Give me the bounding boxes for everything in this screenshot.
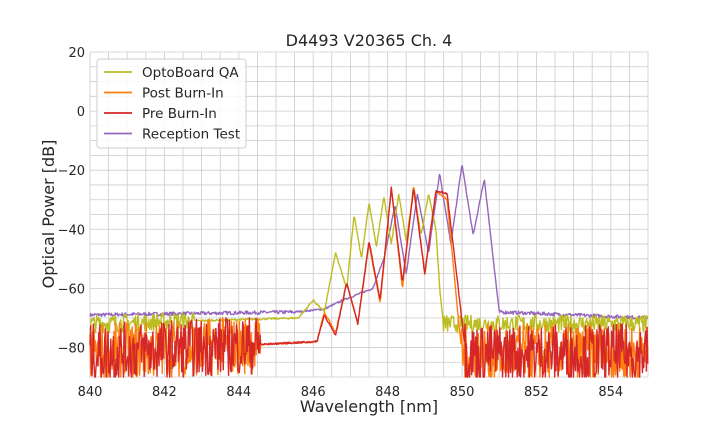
x-tick-label: 854 <box>598 385 623 400</box>
y-tick-label: −80 <box>58 341 85 356</box>
legend-box <box>96 58 247 149</box>
legend: OptoBoard QA Post Burn-In Pre Burn-In Recep… <box>96 58 247 149</box>
x-tick-label: 852 <box>524 385 549 400</box>
legend-entry: Post Burn-In <box>142 86 224 102</box>
series-line <box>89 186 649 378</box>
series-line <box>89 165 649 320</box>
x-tick-label: 842 <box>152 385 177 400</box>
x-axis-label: Wavelength [nm] <box>300 397 438 416</box>
x-tick-label: 844 <box>226 385 251 400</box>
chart-title: D4493 V20365 Ch. 4 <box>286 31 453 50</box>
y-tick-label: 20 <box>68 46 85 61</box>
x-tick-label: 848 <box>375 385 400 400</box>
plot-area <box>89 165 649 378</box>
x-tick-label: 850 <box>450 385 475 400</box>
y-axis-label: Optical Power [dB] <box>39 140 58 289</box>
y-axis-ticks: 20 0 −20 −40 −60 −80 <box>58 46 85 356</box>
x-tick-label: 846 <box>301 385 326 400</box>
x-tick-label: 840 <box>78 385 103 400</box>
legend-entry: OptoBoard QA <box>142 65 239 81</box>
x-axis-ticks: 840 842 844 846 848 850 852 854 <box>78 385 624 400</box>
y-tick-label: 0 <box>77 105 85 120</box>
y-tick-label: −40 <box>58 223 85 238</box>
y-tick-label: −20 <box>58 164 85 179</box>
y-tick-label: −60 <box>58 282 85 297</box>
legend-entry: Pre Burn-In <box>142 106 217 122</box>
legend-entry: Reception Test <box>142 127 240 143</box>
